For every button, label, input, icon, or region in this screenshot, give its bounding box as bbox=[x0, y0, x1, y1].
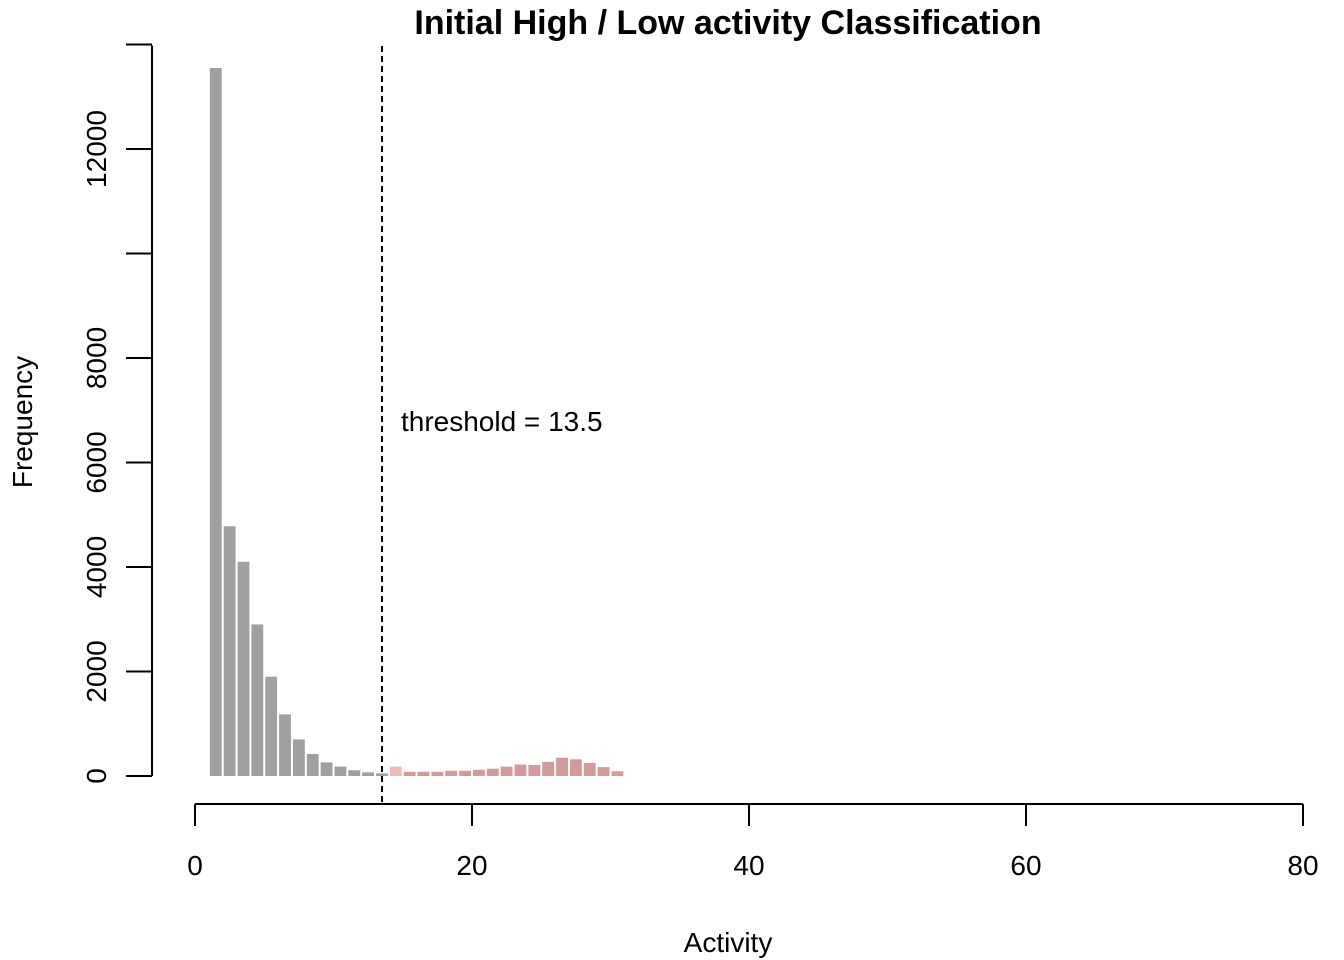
histogram-bar bbox=[223, 526, 236, 776]
histogram-bar bbox=[514, 764, 527, 776]
histogram-bar bbox=[389, 766, 402, 776]
bars-group bbox=[209, 68, 624, 776]
y-tick-label: 6000 bbox=[81, 431, 112, 493]
histogram-bar bbox=[431, 771, 444, 776]
histogram-bar bbox=[473, 769, 485, 776]
histogram-bar bbox=[542, 761, 555, 776]
histogram-bar bbox=[583, 762, 596, 776]
histogram-bar bbox=[597, 767, 610, 776]
histogram-bar bbox=[265, 676, 278, 776]
histogram-bar bbox=[320, 762, 333, 776]
histogram-bar bbox=[237, 561, 250, 776]
histogram-bar bbox=[528, 765, 541, 776]
y-tick-label: 0 bbox=[81, 768, 112, 784]
x-tick-label: 40 bbox=[733, 850, 764, 881]
histogram-bar bbox=[362, 772, 375, 776]
y-axis-label: Frequency bbox=[7, 356, 38, 488]
y-axis: 0 2000 4000 6000 8000 12000 bbox=[81, 43, 153, 784]
histogram-bar bbox=[417, 771, 430, 776]
histogram-bar bbox=[251, 624, 264, 776]
histogram-bar bbox=[279, 714, 291, 776]
x-axis: 0 20 40 60 80 bbox=[187, 803, 1319, 881]
histogram-bar bbox=[500, 766, 513, 776]
histogram-bar bbox=[348, 770, 361, 776]
histogram-bar bbox=[306, 754, 319, 776]
histogram-bar bbox=[556, 757, 568, 776]
threshold-annotation: threshold = 13.5 bbox=[401, 406, 603, 437]
histogram-bar bbox=[611, 771, 624, 776]
y-tick-label: 12000 bbox=[81, 110, 112, 188]
threshold-group: threshold = 13.5 bbox=[380, 46, 603, 806]
x-tick-label: 60 bbox=[1010, 850, 1041, 881]
x-tick-label: 80 bbox=[1287, 850, 1318, 881]
histogram-bar bbox=[445, 770, 458, 776]
x-tick-label: 20 bbox=[456, 850, 487, 881]
y-tick-label: 2000 bbox=[81, 640, 112, 702]
histogram-bar bbox=[459, 770, 471, 776]
chart-title: Initial High / Low activity Classificati… bbox=[414, 4, 1041, 42]
histogram-bar bbox=[292, 739, 305, 776]
histogram-bar bbox=[334, 766, 347, 776]
x-tick-label: 0 bbox=[187, 850, 203, 881]
histogram-bar bbox=[209, 68, 222, 776]
histogram-bar bbox=[569, 759, 582, 776]
y-tick-label: 4000 bbox=[81, 536, 112, 598]
histogram-bar bbox=[403, 771, 416, 776]
histogram-bar bbox=[486, 768, 499, 776]
histogram-bar bbox=[376, 773, 388, 776]
y-tick-label: 8000 bbox=[81, 327, 112, 389]
x-axis-label: Activity bbox=[684, 927, 773, 958]
